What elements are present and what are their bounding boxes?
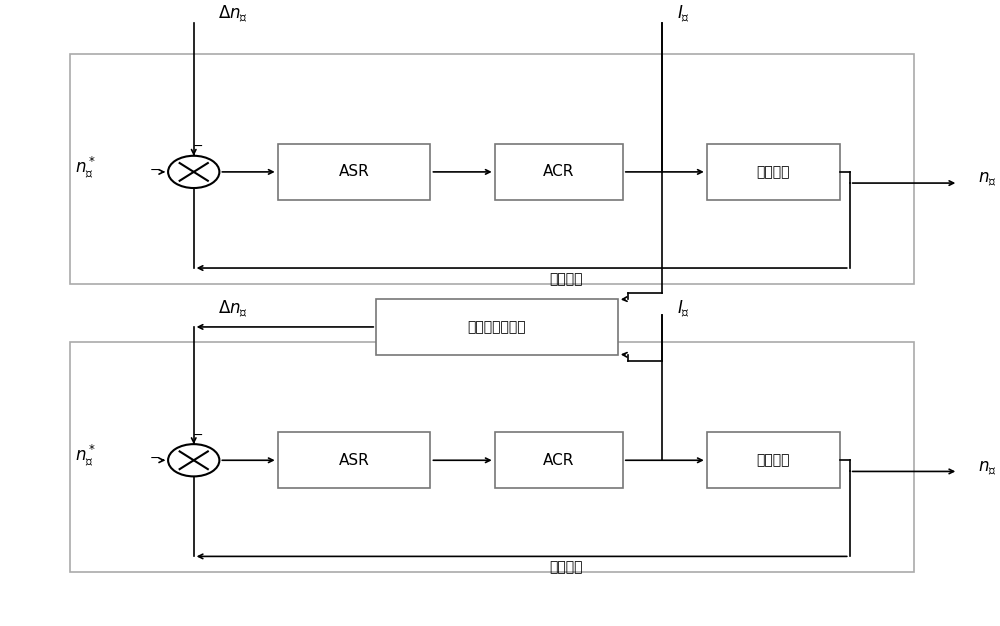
Bar [70, 342, 914, 572]
Bar [707, 433, 840, 488]
Text: $I_{上}$: $I_{上}$ [677, 4, 690, 24]
Bar [376, 299, 618, 355]
Text: $-$: $-$ [149, 451, 160, 464]
Circle shape [168, 444, 219, 476]
Text: $\Delta n_{下}$: $\Delta n_{下}$ [218, 298, 248, 319]
Text: $\Delta n_{上}$: $\Delta n_{上}$ [218, 4, 248, 24]
Text: $n^*_{上}$: $n^*_{上}$ [75, 154, 96, 180]
Bar [70, 54, 914, 284]
Text: $n_{上}$: $n_{上}$ [978, 170, 996, 188]
Bar [278, 144, 430, 200]
Text: $-$: $-$ [192, 428, 203, 441]
Text: $-$: $-$ [149, 163, 160, 176]
Text: ACR: ACR [543, 453, 574, 468]
Text: $n^*_{下}$: $n^*_{下}$ [75, 443, 96, 468]
Text: 反馈系数: 反馈系数 [549, 272, 583, 286]
Text: ACR: ACR [543, 165, 574, 180]
Text: $n_{下}$: $n_{下}$ [978, 459, 996, 477]
Text: ASR: ASR [339, 165, 369, 180]
Text: 上辊电机: 上辊电机 [757, 165, 790, 179]
Text: $I_{下}$: $I_{下}$ [677, 298, 690, 319]
Text: ASR: ASR [339, 453, 369, 468]
Bar [707, 144, 840, 200]
Text: 负荷平衡控制器: 负荷平衡控制器 [468, 320, 526, 334]
Bar [495, 144, 623, 200]
Bar [495, 433, 623, 488]
Text: 下辊电机: 下辊电机 [757, 453, 790, 467]
Text: $-$: $-$ [192, 139, 203, 152]
Bar [278, 433, 430, 488]
Circle shape [168, 156, 219, 188]
Text: 反馈系数: 反馈系数 [549, 560, 583, 575]
